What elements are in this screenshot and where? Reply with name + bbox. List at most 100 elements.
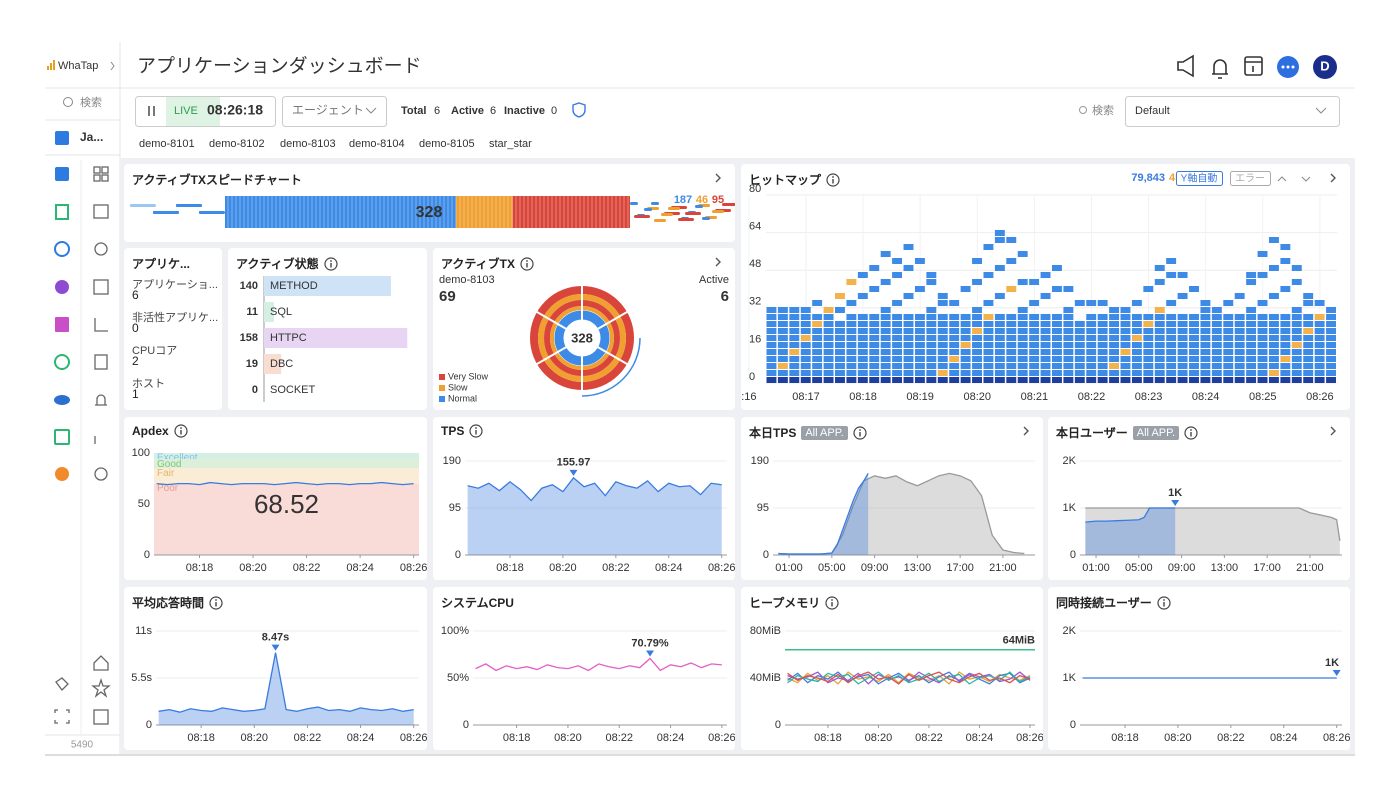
agent-name[interactable]: demo-8102 [209,138,265,150]
y-tick-label: 190 [443,455,461,467]
chevron-right[interactable] [1330,173,1336,183]
info-icon[interactable] [1184,425,1198,440]
summary-label: CPUコア [132,345,178,357]
info-ring [1157,595,1171,610]
heat-cell [1200,314,1211,320]
heat-cell [1257,314,1268,320]
chart: 0 95 190 01:00 05:00 09:00 13:00 17:00 21:00 [751,426,1035,574]
header-icons[interactable] [1177,54,1263,79]
toggle-button[interactable] [1230,171,1271,186]
info-ring [520,256,534,271]
heat-cell [1166,258,1177,264]
heat-cell [1200,328,1211,334]
heat-cell [1097,377,1108,383]
x-tick-label: 05:00 [818,562,846,574]
chat-dots [1281,65,1295,69]
info-icon[interactable] [520,256,534,271]
shield-icon[interactable] [572,102,586,118]
heat-cell [1086,342,1097,348]
heat-cell [846,349,857,355]
badge: All APP. [801,425,848,440]
speed-trail [651,202,659,205]
info-icon[interactable] [853,425,867,440]
heat-column [1257,251,1268,383]
agent-name[interactable]: demo-8103 [280,138,336,150]
heat-cell [949,335,960,341]
heat-cell [926,342,937,348]
legend-swatch [439,374,445,380]
heat-cell [1097,328,1108,334]
agent-name[interactable]: demo-8101 [139,138,195,150]
heat-cell [1143,328,1154,334]
info-icon[interactable] [469,424,483,438]
chevron-right[interactable] [715,257,721,267]
heat-column [777,307,788,383]
heat-cell [1189,356,1199,362]
heat-cell [1109,370,1120,376]
heat-cell [1246,363,1257,369]
heat-cell [1109,342,1120,348]
preset-select[interactable] [1125,96,1340,127]
heat-cell [1109,356,1120,362]
heat-cell [903,342,914,348]
heat-cell [1268,314,1279,320]
heat-cell [903,293,914,299]
chart: 0 40MiB 80MiB 08:18 08:20 08:22 08:24 08:26 64Mi… [750,625,1043,744]
heat-cell [1154,363,1165,369]
heat-cell [1177,356,1188,362]
heat-cell [914,342,925,348]
heat-cell [835,321,845,327]
chevron-right[interactable] [1330,426,1336,436]
agent-name[interactable]: star_star [489,138,532,150]
info-icon[interactable] [1157,595,1171,610]
nav-icons[interactable] [54,166,111,725]
heat-cell [1257,328,1268,334]
heat-cell [777,356,788,362]
heat-column [972,258,982,383]
panel-title: ヒープメモリ [749,596,821,610]
panel-title: アクティブTXスピードチャート [132,173,302,187]
heat-cell [1189,349,1199,355]
chevron-right[interactable] [715,173,721,183]
heat-cell [983,342,994,348]
heat-cell [983,356,994,362]
info-icon[interactable] [324,256,338,271]
agent-name[interactable]: demo-8105 [419,138,475,150]
panel: アクティブTX demo-8103 69 Active 6 328 Very Slow Slo… [433,248,735,410]
heat-cell [1131,377,1142,383]
heat-cell [1017,314,1028,320]
heat-cell [1040,321,1051,327]
heat-cell [1211,356,1222,362]
heat-cell [1063,363,1074,369]
project-name[interactable]: Ja... [80,130,103,144]
agent-select[interactable] [282,96,387,127]
heat-cell [960,363,971,369]
speed-trail [654,219,666,222]
heat-cell [1029,321,1040,327]
agent-name[interactable]: demo-8104 [349,138,405,150]
panel: Apdex Excellent Good Fair Poor 0 50 100 08:18 08:… [124,417,427,580]
sidebar-search[interactable]: 検索 [80,95,102,109]
heat-cell [869,314,880,320]
speed-trail [685,212,701,215]
heat-cell [1246,356,1257,362]
panel-title: TPS [441,424,465,438]
heat-column [1246,272,1257,383]
toggle-button[interactable] [1176,171,1223,186]
peak-label: 1K [1325,657,1339,669]
heat-cell [823,342,834,348]
info-icon[interactable] [174,424,188,438]
x-tick-label: 08:20 [554,732,582,744]
info-icon[interactable] [826,172,840,187]
info-icon[interactable] [209,595,223,610]
heat-cell [1074,377,1085,383]
heat-cell [1303,300,1314,306]
avatar[interactable] [1313,55,1337,79]
heat-cell [903,356,914,362]
info-icon[interactable] [825,595,839,610]
heat-cell [937,328,948,334]
heat-cell [869,342,880,348]
chevron-right[interactable] [1023,426,1029,436]
heat-cell [1303,314,1314,320]
toolbar-search[interactable]: 検索 [1092,103,1114,117]
